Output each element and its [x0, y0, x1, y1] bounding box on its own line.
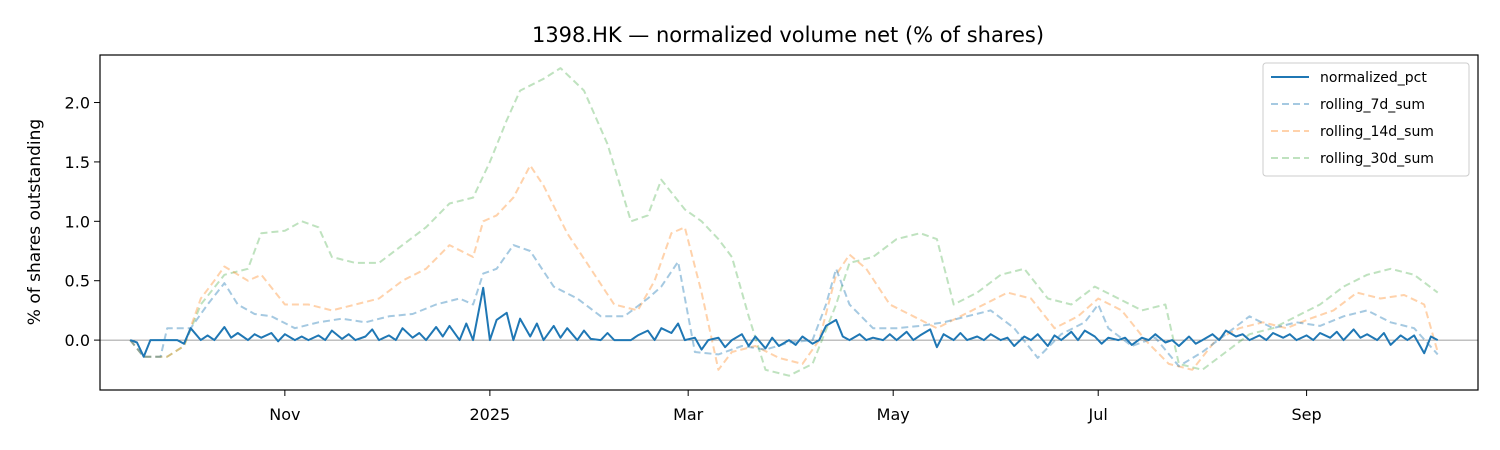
y-tick-label: 2.0	[65, 94, 90, 113]
legend-label-normalized-pct: normalized_pct	[1320, 70, 1427, 86]
legend-label-rolling-7d-sum: rolling_7d_sum	[1320, 97, 1425, 113]
plot-frame	[99, 54, 1479, 391]
series-line-normalized-pct	[129, 286, 1439, 358]
chart-title: 1398.HK — normalized volume net (% of sh…	[532, 23, 1044, 47]
x-tick-label: 2025	[470, 405, 511, 424]
legend: normalized_pct rolling_7d_sum rolling_14d_…	[1262, 62, 1470, 177]
axes-layer: 0.0 0.5 1.0 1.5 2.0 Nov 2025 Mar May Jul Sep	[65, 54, 1479, 424]
x-tick-label: Jul	[1088, 405, 1108, 424]
y-tick-label: 0.5	[65, 272, 90, 291]
y-tick-label: 0.0	[65, 331, 90, 350]
legend-label-rolling-30d-sum: rolling_30d_sum	[1320, 151, 1434, 167]
series-line-rolling-7d-sum	[129, 244, 1439, 368]
legend-label-rolling-14d-sum: rolling_14d_sum	[1320, 124, 1434, 140]
legend-box	[1262, 62, 1470, 177]
y-tick-label: 1.0	[65, 212, 90, 231]
y-tick-label: 1.5	[65, 153, 90, 172]
x-tick-label: Mar	[673, 405, 704, 424]
series-layer	[129, 67, 1439, 377]
series-line-rolling-14d-sum	[129, 164, 1439, 371]
x-tick-label: May	[877, 405, 910, 424]
x-tick-label: Sep	[1292, 405, 1322, 424]
series-line-rolling-30d-sum	[129, 67, 1439, 377]
y-axis-label: % of shares outstanding	[25, 119, 45, 325]
x-tick-label: Nov	[269, 405, 300, 424]
